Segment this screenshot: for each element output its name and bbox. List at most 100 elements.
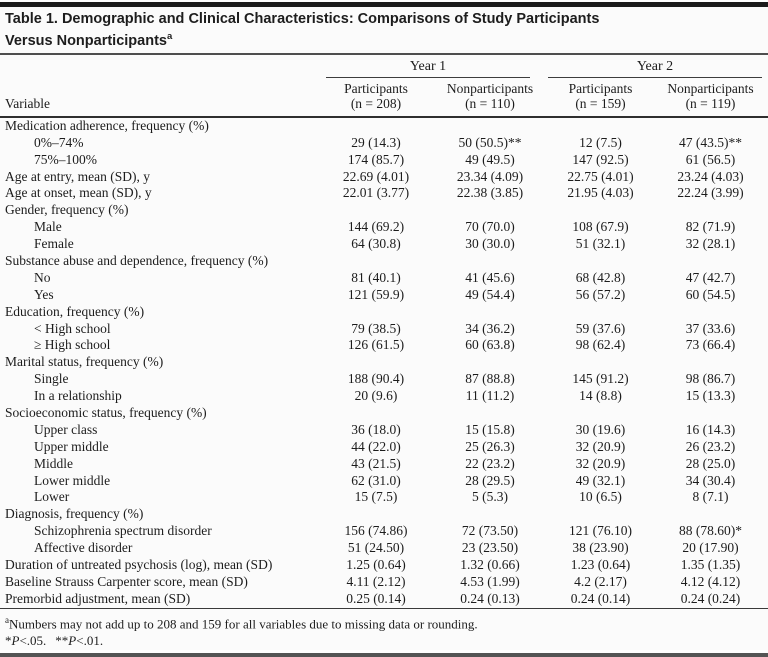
- cell-year1-participants: [320, 253, 432, 270]
- row-label: Duration of untreated psychosis (log), m…: [5, 556, 273, 572]
- row-label: Substance abuse and dependence, frequenc…: [5, 252, 269, 268]
- row-label: Single: [34, 371, 69, 387]
- cell-year2-nonparticipants: 0.24 (0.24): [680, 590, 741, 606]
- cell-year2-participants: 56 (57.2): [575, 286, 626, 302]
- cell-year1-participants: [320, 405, 432, 422]
- row-label: Premorbid adjustment, mean (SD): [5, 590, 191, 606]
- cell-year2-nonparticipants: 98 (86.7): [685, 371, 736, 387]
- cell-year1-nonparticipants: 41 (45.6): [465, 269, 515, 285]
- cell-year2-nonparticipants: 34 (30.4): [685, 472, 736, 488]
- cell-year2-nonparticipants: 8 (7.1): [692, 489, 729, 505]
- cell-year1-nonparticipants: 0.24 (0.13): [460, 590, 520, 606]
- table-row: Lower middle 62 (31.0) 28 (29.5) 49 (32.…: [0, 473, 768, 490]
- bottom-rule: [0, 653, 768, 657]
- row-label: Education, frequency (%): [5, 303, 145, 319]
- cell-year1-nonparticipants: [432, 118, 548, 135]
- table-row: Schizophrenia spectrum disorder 156 (74.…: [0, 523, 768, 540]
- row-label: Schizophrenia spectrum disorder: [34, 523, 212, 539]
- cell-year1-nonparticipants: 49 (54.4): [465, 286, 515, 302]
- cell-year2-participants: [548, 506, 653, 523]
- cell-year1-nonparticipants: [432, 506, 548, 523]
- table-row: ≥ High school 126 (61.5) 60 (63.8) 98 (6…: [0, 337, 768, 354]
- cell-year1-nonparticipants: [432, 304, 548, 321]
- table-row: Age at onset, mean (SD), y 22.01 (3.77) …: [0, 185, 768, 202]
- row-label: Upper middle: [34, 438, 109, 454]
- cell-year1-participants: 62 (31.0): [351, 472, 401, 488]
- row-label: Age at onset, mean (SD), y: [5, 185, 152, 201]
- row-label: Female: [34, 236, 74, 252]
- cell-year2-participants: 14 (8.8): [579, 388, 622, 404]
- cell-year2-participants: 38 (23.90): [572, 540, 629, 556]
- table-row: In a relationship 20 (9.6) 11 (11.2) 14 …: [0, 388, 768, 405]
- cell-year2-participants: 51 (32.1): [575, 236, 626, 252]
- footnote-a-marker: a: [5, 615, 9, 626]
- cell-year2-participants: 22.75 (4.01): [567, 168, 634, 184]
- cell-year1-participants: 43 (21.5): [351, 455, 401, 471]
- cell-year2-nonparticipants: 60 (54.5): [685, 286, 736, 302]
- cell-year1-nonparticipants: [432, 253, 548, 270]
- table-row: Baseline Strauss Carpenter score, mean (…: [0, 574, 768, 591]
- row-label: Age at entry, mean (SD), y: [5, 168, 150, 184]
- cell-year2-participants: 21.95 (4.03): [567, 185, 634, 201]
- cell-year1-nonparticipants: [432, 202, 548, 219]
- row-label: 0%–74%: [34, 134, 84, 150]
- row-label: In a relationship: [34, 388, 122, 404]
- cell-year1-nonparticipants: 25 (26.3): [465, 438, 515, 454]
- table-row: Female 64 (30.8) 30 (30.0) 51 (32.1) 32 …: [0, 236, 768, 253]
- row-label: Upper class: [34, 421, 98, 437]
- cell-year2-participants: 68 (42.8): [575, 269, 626, 285]
- cell-year1-participants: 81 (40.1): [351, 269, 401, 285]
- table-row: Diagnosis, frequency (%): [0, 506, 768, 523]
- title-footnote-marker: a: [166, 31, 173, 42]
- row-label: Medication adherence, frequency (%): [5, 117, 209, 133]
- cell-year1-participants: 20 (9.6): [354, 388, 398, 404]
- cell-year1-participants: 36 (18.0): [351, 421, 401, 437]
- row-label: Marital status, frequency (%): [5, 354, 164, 370]
- title-divider-rule: [0, 52, 768, 55]
- spanner-spacer: [0, 58, 320, 78]
- cell-year2-participants: 1.23 (0.64): [570, 556, 631, 572]
- table-row: Male 144 (69.2) 70 (70.0) 108 (67.9) 82 …: [0, 219, 768, 236]
- cell-year2-participants: [548, 304, 653, 321]
- cell-year1-participants: 29 (14.3): [351, 134, 401, 150]
- table-row: Upper middle 44 (22.0) 25 (26.3) 32 (20.…: [0, 439, 768, 456]
- cell-year2-participants: [548, 405, 653, 422]
- table-row: 75%–100% 174 (85.7) 49 (49.5) 147 (92.5)…: [0, 152, 768, 169]
- cell-year2-participants: 98 (62.4): [575, 337, 626, 353]
- cell-year2-participants: 32 (20.9): [575, 438, 626, 454]
- cell-year2-nonparticipants: 37 (33.6): [685, 320, 736, 336]
- year-spanner-row: Year 1 Year 2: [0, 58, 768, 78]
- table-row: Affective disorder 51 (24.50) 23 (23.50)…: [0, 540, 768, 557]
- cell-year1-participants: 174 (85.7): [347, 151, 405, 167]
- table-row: Lower 15 (7.5) 5 (5.3) 10 (6.5) 8 (7.1): [0, 489, 768, 506]
- table-row: Single 188 (90.4) 87 (88.8) 145 (91.2) 9…: [0, 371, 768, 388]
- cell-year2-nonparticipants: 20 (17.90): [682, 540, 739, 556]
- cell-year2-nonparticipants: 22.24 (3.99): [677, 185, 744, 201]
- cell-year2-nonparticipants: 73 (66.4): [685, 337, 736, 353]
- column-header-year2-nonparticipants: Nonparticipants (n = 119): [667, 80, 754, 112]
- table-title-line1: Table 1. Demographic and Clinical Charac…: [5, 11, 600, 27]
- cell-year2-nonparticipants: [653, 253, 768, 270]
- row-label: Baseline Strauss Carpenter score, mean (…: [5, 573, 248, 589]
- table-row: 0%–74% 29 (14.3) 50 (50.5)** 12 (7.5) 47…: [0, 135, 768, 152]
- cell-year2-nonparticipants: 4.12 (4.12): [680, 573, 741, 589]
- cell-year2-participants: 12 (7.5): [579, 134, 622, 150]
- cell-year1-nonparticipants: 34 (36.2): [465, 320, 515, 336]
- cell-year1-nonparticipants: [432, 405, 548, 422]
- cell-year1-nonparticipants: 60 (63.8): [465, 337, 515, 353]
- cell-year1-nonparticipants: 28 (29.5): [465, 472, 515, 488]
- table-row: Duration of untreated psychosis (log), m…: [0, 557, 768, 574]
- cell-year2-participants: [548, 202, 653, 219]
- row-label: Affective disorder: [34, 540, 133, 556]
- column-header-year2-participants: Participants (n = 159): [568, 80, 633, 112]
- row-label: 75%–100%: [34, 151, 97, 167]
- cell-year1-participants: [320, 304, 432, 321]
- row-label: < High school: [34, 320, 111, 336]
- cell-year2-nonparticipants: 32 (28.1): [685, 236, 736, 252]
- cell-year2-participants: 59 (37.6): [575, 320, 626, 336]
- table-row: < High school 79 (38.5) 34 (36.2) 59 (37…: [0, 321, 768, 338]
- cell-year2-nonparticipants: 82 (71.9): [685, 219, 736, 235]
- cell-year1-nonparticipants: 11 (11.2): [465, 388, 515, 404]
- row-label: No: [34, 269, 51, 285]
- cell-year1-participants: 1.25 (0.64): [346, 556, 406, 572]
